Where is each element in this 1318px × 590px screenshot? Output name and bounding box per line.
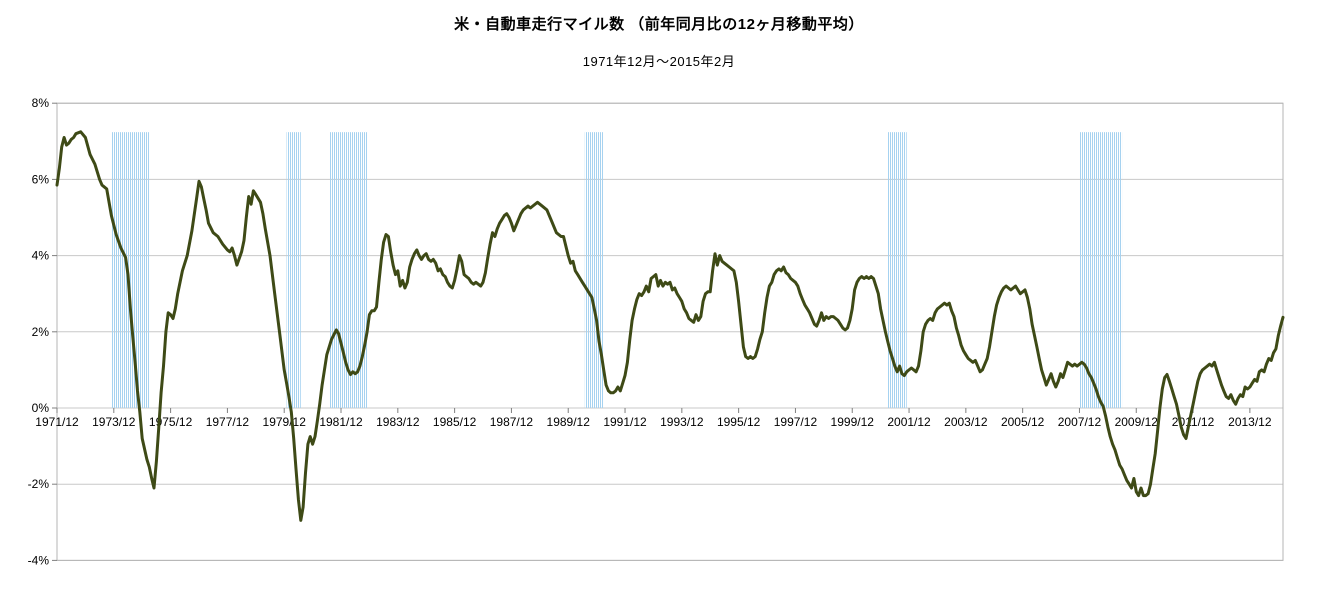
recession-bands [111, 132, 1123, 408]
recession-band [1079, 132, 1123, 408]
x-tick-label: 1981/12 [319, 415, 363, 429]
x-tick-label: 1975/12 [149, 415, 193, 429]
recession-band [887, 132, 907, 408]
x-tick-label: 2013/12 [1228, 415, 1272, 429]
recession-band [286, 132, 301, 408]
x-tick-label: 1993/12 [660, 415, 704, 429]
series-line [55, 130, 1285, 522]
x-tick-label: 1999/12 [831, 415, 875, 429]
x-tick-label: 1987/12 [490, 415, 534, 429]
x-tick-label: 1977/12 [206, 415, 250, 429]
chart-subtitle: 1971年12月～2015年2月 [582, 54, 736, 69]
x-tick-label: 1979/12 [263, 415, 307, 429]
x-tick-label: 1997/12 [774, 415, 818, 429]
x-tick-label: 1989/12 [547, 415, 591, 429]
y-tick-label: 2% [32, 325, 50, 339]
y-tick-label: -2% [28, 477, 50, 491]
x-axis: 1971/12 1973/12 1975/12 1977/12 1979/12 1981/… [35, 408, 1272, 429]
x-tick-label: 1991/12 [603, 415, 647, 429]
y-tick-label: 8% [32, 96, 50, 110]
x-tick-label: 1983/12 [376, 415, 420, 429]
x-tick-label: 1971/12 [35, 415, 79, 429]
x-tick-label: 1995/12 [717, 415, 761, 429]
recession-band [111, 132, 150, 408]
x-tick-label: 2007/12 [1058, 415, 1102, 429]
x-tick-label: 2009/12 [1115, 415, 1159, 429]
x-tick-label: 1985/12 [433, 415, 477, 429]
y-tick-label: 0% [32, 401, 50, 415]
y-tick-label: -4% [28, 553, 50, 567]
x-tick-label: 2005/12 [1001, 415, 1045, 429]
y-axis: 8% 6% 4% 2% 0% -2% -4% [28, 96, 57, 567]
y-tick-label: 4% [32, 249, 50, 263]
chart-title: 米・自動車走行マイル数 （前年同月比の12ヶ月移動平均） [454, 16, 864, 33]
x-tick-label: 2003/12 [944, 415, 988, 429]
x-tick-label: 1973/12 [92, 415, 136, 429]
y-tick-label: 6% [32, 172, 50, 186]
x-tick-label: 2001/12 [887, 415, 931, 429]
recession-band [584, 132, 604, 408]
x-tick-label: 2011/12 [1172, 415, 1215, 429]
